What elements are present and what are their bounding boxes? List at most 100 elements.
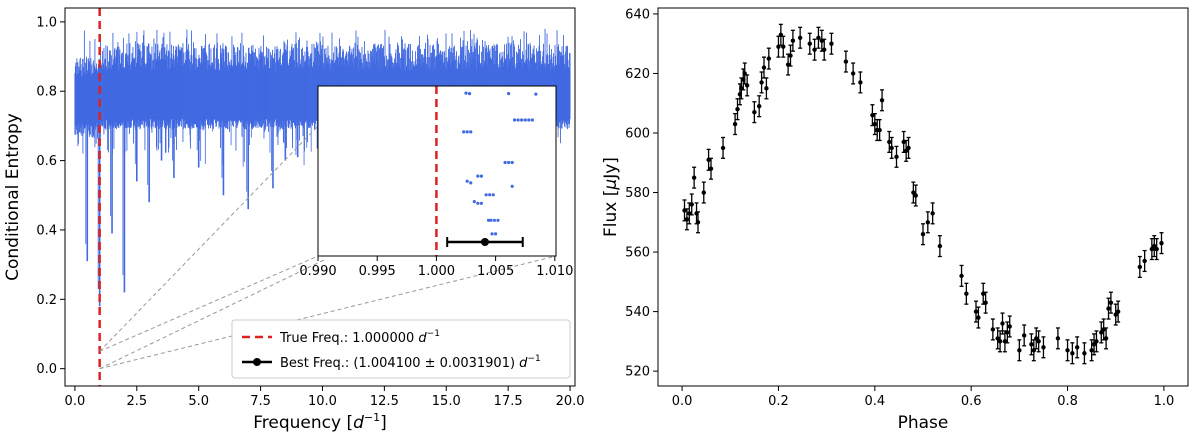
flux-point <box>732 121 738 127</box>
flux-point <box>1091 342 1097 347</box>
entropy-axis-label: Conditional Entropy <box>3 113 23 281</box>
flux-tick-label: 560 <box>625 246 650 261</box>
legend-best-freq-swatch <box>242 358 272 366</box>
phase-tick-label: 0.0 <box>672 394 693 409</box>
flux-point <box>1106 306 1111 311</box>
inset-point <box>491 193 495 197</box>
flux-point <box>1029 342 1034 347</box>
flux-tick-label: 520 <box>625 365 650 380</box>
flux-point <box>1152 243 1157 249</box>
inset-tick-label: 1.005 <box>477 264 514 279</box>
entropy-tick-label: 1.0 <box>36 15 57 30</box>
inset-point <box>472 200 476 204</box>
phase-tick-label: 0.6 <box>961 394 982 409</box>
inset-tick-label: 0.990 <box>299 264 336 279</box>
flux-point <box>695 220 701 225</box>
inset-point <box>476 174 480 178</box>
flux-axis-label-main: Flux [ <box>601 190 621 237</box>
inset-point <box>492 218 497 222</box>
inset-point <box>490 232 494 236</box>
flux-point <box>701 190 706 195</box>
flux-point <box>872 121 878 127</box>
flux-point <box>964 291 969 296</box>
inset-point <box>479 174 484 178</box>
inset-point <box>494 232 498 236</box>
inset-frequency-ticks: 0.990 0.995 1.000 1.005 1.010 <box>299 256 573 279</box>
inset-point <box>484 193 488 197</box>
inset-point <box>510 160 514 165</box>
frequency-axis-label-exponent: −1 <box>364 411 380 424</box>
flux-point <box>889 145 894 151</box>
frequency-tick-label: 20.0 <box>556 394 585 409</box>
flux-point <box>997 339 1003 344</box>
flux-point <box>850 71 856 76</box>
frequency-tick-label: 7.5 <box>250 394 271 409</box>
frequency-tick-label: 2.5 <box>126 394 147 409</box>
frequency-axis-label: Frequency [d−1] <box>253 411 387 433</box>
inset-point <box>523 118 527 122</box>
legend-best-freq-label: Best Freq.: (1.004100 ± 0.0031901) d−1 <box>280 354 541 371</box>
flux-axis-label-rest: Jy] <box>601 157 621 180</box>
flux-point <box>1000 321 1005 326</box>
flux-point <box>781 44 786 49</box>
lightcurve-points <box>682 23 1164 365</box>
flux-point <box>911 190 916 195</box>
legend-true-freq-unit: d <box>418 331 427 346</box>
zoom-inset: 0.990 0.995 1.000 1.005 1.010 <box>299 85 573 279</box>
flux-point <box>1137 264 1143 270</box>
flux-point <box>879 98 885 103</box>
flux-point <box>689 202 694 207</box>
legend-best-freq-text: Best Freq.: (1.004100 ± 0.0031901) <box>280 356 519 371</box>
phase-tick-label: 0.4 <box>864 394 885 409</box>
entropy-axis-ticks: 0.0 0.2 0.4 0.6 0.8 1.0 <box>36 15 65 377</box>
inset-point <box>476 201 480 205</box>
flux-point <box>983 300 988 305</box>
frequency-axis-label-close: ] <box>380 413 387 433</box>
flux-point <box>1036 339 1041 344</box>
frequency-axis-label-main: Frequency [ <box>253 413 353 433</box>
flux-point <box>1159 240 1164 246</box>
flux-point <box>797 35 803 40</box>
flux-point <box>822 47 827 52</box>
flux-point <box>720 145 726 151</box>
flux-point <box>990 327 996 332</box>
flux-point <box>812 47 817 52</box>
flux-point <box>752 109 757 115</box>
flux-point <box>1074 345 1080 350</box>
entropy-tick-label: 0.8 <box>36 85 57 100</box>
flux-point <box>1108 300 1114 305</box>
flux-point <box>1103 336 1109 341</box>
frequency-axis-ticks: 0.0 2.5 5.0 7.5 10.0 12.5 15.0 17.5 20.0 <box>65 386 585 409</box>
legend-true-freq-label: True Freq.: 1.000000 d−1 <box>279 329 440 346</box>
legend-true-freq-text: True Freq.: 1.000000 <box>279 331 418 346</box>
flux-point <box>930 211 935 216</box>
inset-point <box>488 193 492 197</box>
flux-point <box>959 273 964 279</box>
entropy-tick-label: 0.2 <box>36 293 57 308</box>
flux-point <box>807 41 812 46</box>
entropy-periodogram-panel: 0.0 2.5 5.0 7.5 10.0 12.5 15.0 17.5 20.0 0.00.20… <box>3 7 585 433</box>
flux-point <box>1094 339 1099 344</box>
flux-point <box>976 315 981 320</box>
zoom-connector <box>99 255 319 352</box>
flux-point <box>920 232 926 237</box>
frequency-tick-label: 15.0 <box>432 394 461 409</box>
flux-axis-ticks: 520 540 560 580 600 620 640 <box>625 7 658 380</box>
inset-point <box>516 118 520 122</box>
inset-point <box>512 118 517 122</box>
flux-point <box>1007 324 1012 329</box>
flux-point <box>1089 348 1094 353</box>
flux-point <box>843 59 849 64</box>
legend-box <box>231 319 571 379</box>
frequency-tick-label: 17.5 <box>494 394 523 409</box>
phase-tick-label: 1.0 <box>1154 394 1175 409</box>
flux-point <box>1099 330 1104 335</box>
inset-best-point <box>480 238 489 246</box>
flux-point <box>766 56 772 61</box>
flux-point <box>1149 246 1155 252</box>
frequency-tick-label: 12.5 <box>370 394 399 409</box>
flux-point <box>925 220 931 225</box>
flux-point <box>858 80 863 85</box>
flux-point <box>1005 330 1010 335</box>
flux-point <box>759 80 764 85</box>
